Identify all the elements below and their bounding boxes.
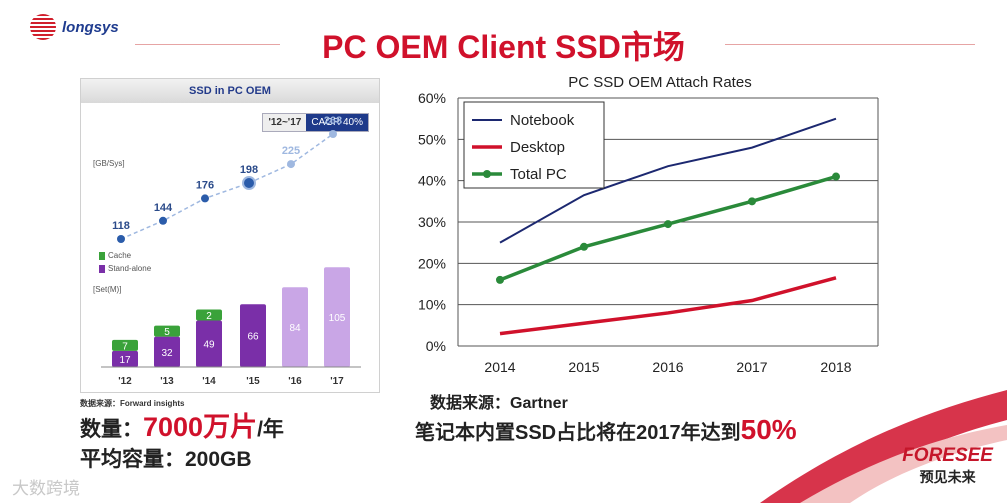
bar-standalone-value: 17	[119, 355, 131, 366]
note-text: 笔记本内置SSD占比将在2017年达到	[415, 422, 741, 444]
gb-point	[117, 235, 125, 243]
bar-standalone	[282, 287, 308, 367]
bar-cache	[196, 309, 222, 321]
title-rule-left	[135, 44, 280, 45]
bar-standalone-value: 49	[203, 340, 215, 351]
y-tick-label: 20%	[418, 255, 446, 271]
title-rule-right	[725, 44, 975, 45]
bar-cache-value: 5	[164, 327, 170, 338]
y-tick-label: 10%	[418, 297, 446, 313]
bar-standalone-value: 105	[329, 313, 346, 324]
gb-point	[242, 176, 256, 190]
cagr-badge: '12~'17 CAGR 40%	[262, 113, 369, 132]
gb-point	[287, 160, 295, 169]
gb-unit-label: [GB/Sys]	[93, 159, 125, 168]
gb-point-label: 225	[282, 145, 300, 157]
ssd-bar-chart: 17 7 '12 32 5 '13 49 2 '14 66 '15 84 '16 105 '17 118 144…	[101, 115, 361, 387]
page-title: PC OEM Client SSD市场	[322, 29, 685, 65]
bar-category-label: '14	[202, 376, 216, 387]
bar-category-label: '12	[118, 376, 132, 387]
longsys-logo: longsys	[30, 14, 119, 40]
legend-label: Total PC	[510, 166, 567, 183]
bar-category-label: '13	[160, 376, 174, 387]
bar-standalone	[154, 336, 180, 367]
bar-cache	[112, 339, 138, 351]
x-tick-label: 2018	[820, 359, 851, 375]
longsys-globe-icon	[30, 14, 56, 40]
bar-standalone	[324, 267, 350, 367]
foresee-logo-text: FORESEE	[902, 445, 993, 466]
bar-category-label: '17	[330, 376, 344, 387]
foresee-slogan: 预见未来	[919, 469, 976, 485]
series-line-notebook	[499, 117, 837, 244]
y-tick-label: 0%	[426, 338, 446, 354]
ssd-in-pc-oem-panel: SSD in PC OEM '12~'17 CAGR 40% [GB/Sys] …	[80, 78, 380, 393]
bar-category-label: '15	[246, 376, 260, 387]
total-pc-point	[664, 220, 672, 229]
notebook-note: 笔记本内置SSD占比将在2017年达到50%	[415, 414, 797, 446]
bar-standalone-value: 84	[289, 323, 301, 334]
bar-cache	[154, 325, 180, 337]
series-line-desktop	[499, 276, 837, 336]
bar-cache-value: 2	[206, 311, 212, 322]
gb-point-label: 176	[196, 179, 214, 191]
gb-point	[329, 130, 337, 138]
bar-cache-value: 7	[122, 341, 128, 352]
right-source: 数据来源：Gartner	[430, 395, 568, 412]
series-line-total-pc	[499, 174, 837, 282]
x-tick-label: 2014	[484, 359, 515, 375]
quantity-value: 7000万片	[143, 412, 258, 442]
x-tick-label: 2017	[736, 359, 767, 375]
y-tick-label: 60%	[418, 90, 446, 106]
bar-standalone	[196, 320, 222, 367]
legend-label: Desktop	[510, 139, 565, 156]
gb-point	[201, 194, 209, 203]
standalone-swatch	[99, 264, 105, 273]
cagr-value: CAGR 40%	[306, 114, 368, 131]
gb-point-label: 268	[324, 115, 342, 127]
gb-trend-line	[120, 133, 334, 240]
bar-category-label: '16	[288, 376, 302, 387]
panel-header: SSD in PC OEM	[81, 79, 379, 103]
legend-marker	[483, 170, 491, 178]
bar-standalone-value: 66	[247, 332, 259, 343]
decorative-swoosh	[760, 390, 1007, 503]
quantity-suffix: /年	[257, 418, 284, 441]
volume-summary: 数量：7000万片/年 平均容量：200GB	[80, 412, 284, 475]
legend-cache-label: Cache	[108, 251, 132, 260]
logo-text: longsys	[62, 18, 119, 36]
attach-rate-line-chart: 0% 10% 20% 30% 40% 50% 60% 2014 2015 2016 2017 2018…	[418, 90, 879, 375]
gb-point-label: 144	[154, 202, 173, 214]
watermark: 大数跨境	[12, 479, 80, 498]
cagr-years: '12~'17	[263, 114, 307, 131]
cache-swatch	[99, 251, 105, 260]
legend-cache: Cache	[99, 251, 131, 260]
gb-point-label: 198	[240, 164, 258, 176]
legend-label: Notebook	[510, 112, 575, 129]
set-unit-label: [Set(M)]	[93, 285, 122, 294]
gb-point-label: 118	[112, 220, 130, 232]
note-percent: 50%	[740, 414, 797, 445]
bar-standalone	[112, 350, 138, 367]
y-tick-label: 50%	[418, 131, 446, 147]
legend-standalone-label: Stand-alone	[108, 264, 152, 273]
quantity-prefix: 数量：	[80, 418, 143, 441]
total-pc-point	[496, 275, 504, 284]
x-tick-label: 2015	[568, 359, 599, 375]
capacity-line: 平均容量：200GB	[80, 448, 252, 471]
y-tick-label: 40%	[418, 173, 446, 189]
left-source: 数据来源：Forward insights	[80, 399, 185, 408]
gb-point	[159, 216, 167, 225]
foresee-brand: FORESEE 预见未来	[902, 445, 993, 487]
total-pc-point	[748, 197, 756, 206]
quantity-line: 数量：7000万片/年	[80, 412, 284, 445]
bar-standalone-value: 32	[161, 348, 173, 359]
line-chart-title: PC SSD OEM Attach Rates	[568, 74, 752, 91]
x-tick-label: 2016	[652, 359, 683, 375]
legend-standalone: Stand-alone	[99, 264, 151, 273]
bar-standalone	[240, 304, 266, 367]
total-pc-point	[580, 242, 588, 251]
total-pc-point	[832, 172, 840, 181]
y-tick-label: 30%	[418, 214, 446, 230]
